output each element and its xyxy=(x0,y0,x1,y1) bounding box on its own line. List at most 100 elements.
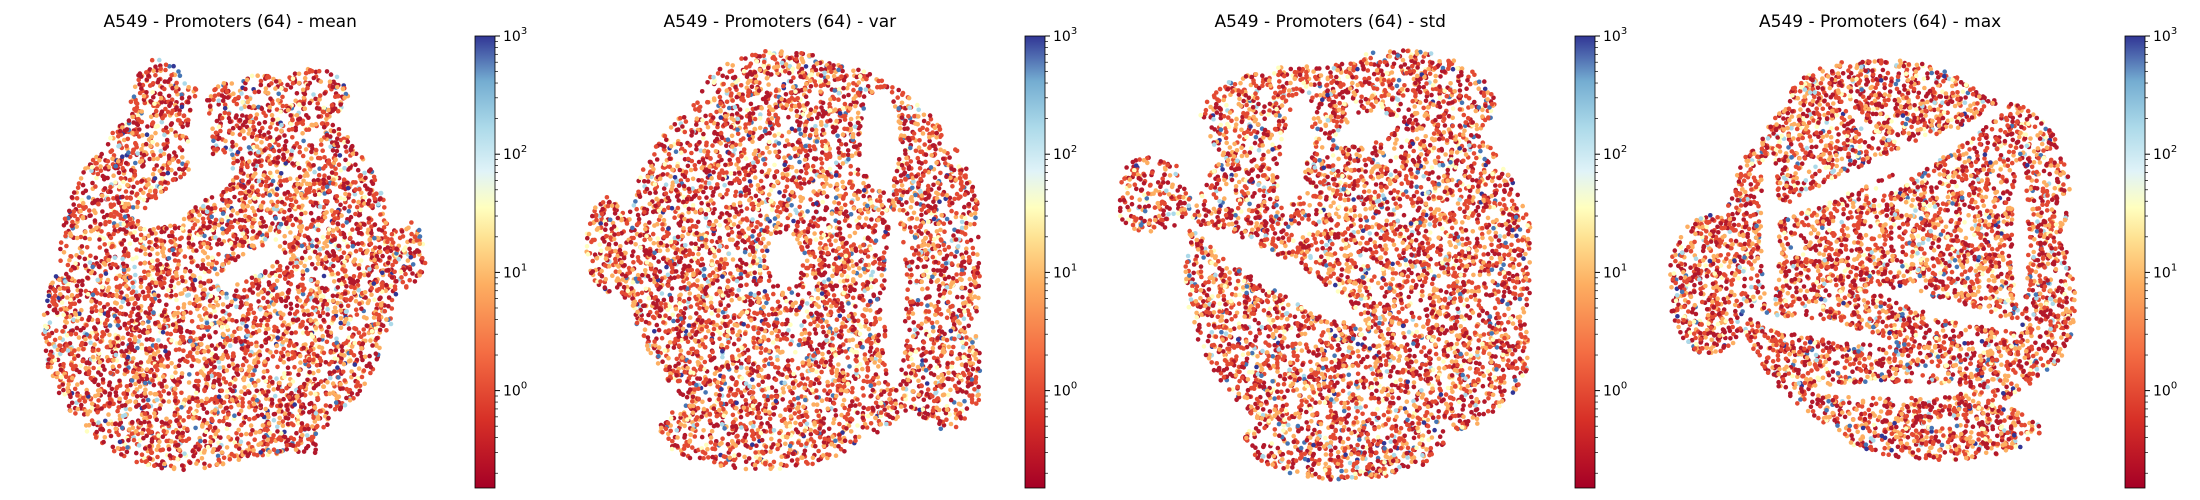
scatter-point xyxy=(280,423,286,429)
scatter-point xyxy=(51,301,57,307)
scatter-point xyxy=(251,104,256,109)
scatter-point xyxy=(134,130,139,136)
scatter-point xyxy=(269,401,275,406)
scatter-point xyxy=(130,296,135,301)
scatter-point xyxy=(285,352,291,357)
scatter-point xyxy=(250,290,256,295)
scatter-point xyxy=(351,290,357,295)
scatter-point xyxy=(108,265,114,271)
scatter-point xyxy=(275,199,281,205)
scatter-point xyxy=(200,424,205,429)
scatter-point xyxy=(68,362,74,367)
scatter-point xyxy=(153,108,159,114)
scatter-point xyxy=(177,73,183,78)
scatter-point xyxy=(319,137,324,143)
scatter-point xyxy=(61,361,66,367)
scatter-point xyxy=(247,215,252,220)
scatter-point xyxy=(221,189,226,195)
scatter-point xyxy=(172,328,178,334)
scatter-point xyxy=(78,208,83,214)
scatter-point xyxy=(254,343,259,349)
scatter-point xyxy=(245,311,251,317)
scatter-point xyxy=(308,400,314,406)
scatter-point xyxy=(55,370,60,376)
scatter-point xyxy=(158,66,163,72)
scatter-point xyxy=(177,347,182,352)
scatter-point xyxy=(129,310,134,315)
scatter-point xyxy=(233,240,238,246)
scatter-point xyxy=(332,216,338,221)
scatter-point xyxy=(265,207,270,212)
scatter-point xyxy=(193,87,199,92)
scatter-point xyxy=(290,203,295,208)
scatter-point xyxy=(93,377,98,382)
scatter-point xyxy=(359,155,365,160)
scatter-point xyxy=(235,282,240,287)
scatter-point xyxy=(209,351,215,357)
scatter-point xyxy=(311,181,317,187)
scatter-point xyxy=(300,269,306,274)
scatter-point xyxy=(206,349,211,354)
scatter-point xyxy=(334,141,340,146)
scatter-point xyxy=(164,137,170,143)
scatter-point xyxy=(159,175,165,181)
scatter-point xyxy=(279,199,285,205)
scatter-point xyxy=(199,336,204,342)
scatter-point xyxy=(326,415,331,421)
scatter-point xyxy=(209,261,215,267)
scatter-point xyxy=(116,200,122,205)
scatter-point xyxy=(307,370,312,375)
scatter-point xyxy=(320,148,326,153)
scatter-point xyxy=(214,271,220,277)
scatter-point xyxy=(207,334,213,340)
scatter-point xyxy=(229,81,235,86)
scatter-point xyxy=(178,174,183,180)
scatter-point xyxy=(149,57,155,63)
scatter-point xyxy=(172,226,178,231)
scatter-point xyxy=(230,152,235,158)
scatter-point xyxy=(356,330,362,336)
scatter-point xyxy=(194,298,199,304)
scatter-point xyxy=(177,111,182,117)
scatter-point xyxy=(278,178,283,184)
scatter-point xyxy=(343,157,348,163)
scatter-point xyxy=(257,349,262,354)
scatter-point xyxy=(224,295,229,300)
scatter-point xyxy=(152,166,157,172)
scatter-point xyxy=(175,118,181,123)
scatter-point xyxy=(399,275,404,280)
scatter-point xyxy=(186,214,192,220)
scatter-point xyxy=(251,144,256,150)
scatter-point xyxy=(127,216,133,222)
scatter-point xyxy=(98,164,103,169)
scatter-point xyxy=(274,186,280,192)
scatter-point xyxy=(321,350,327,356)
scatter-point xyxy=(335,365,340,370)
scatter-point xyxy=(117,422,122,427)
scatter-point xyxy=(262,435,267,440)
scatter-point xyxy=(78,234,84,240)
scatter-point xyxy=(141,197,147,203)
scatter-point xyxy=(357,301,362,307)
scatter-point xyxy=(275,117,281,122)
scatter-point xyxy=(174,80,179,86)
scatter-point xyxy=(259,343,264,349)
scatter-point xyxy=(188,255,194,260)
scatter-point xyxy=(412,234,418,239)
scatter-point xyxy=(314,363,320,368)
scatter-point xyxy=(235,372,241,377)
scatter-point xyxy=(416,227,422,233)
scatter-point xyxy=(90,157,96,163)
scatter-point xyxy=(178,326,184,331)
scatter-point xyxy=(352,191,358,197)
scatter-point xyxy=(282,434,288,440)
scatter-point xyxy=(54,328,59,334)
scatter-point xyxy=(376,316,382,321)
scatter-point xyxy=(112,255,118,260)
scatter-point xyxy=(180,155,185,160)
scatter-point xyxy=(62,216,68,222)
scatter-point xyxy=(120,413,126,419)
scatter-point xyxy=(213,431,219,437)
scatter-point xyxy=(279,350,284,356)
scatter-point xyxy=(344,220,350,225)
